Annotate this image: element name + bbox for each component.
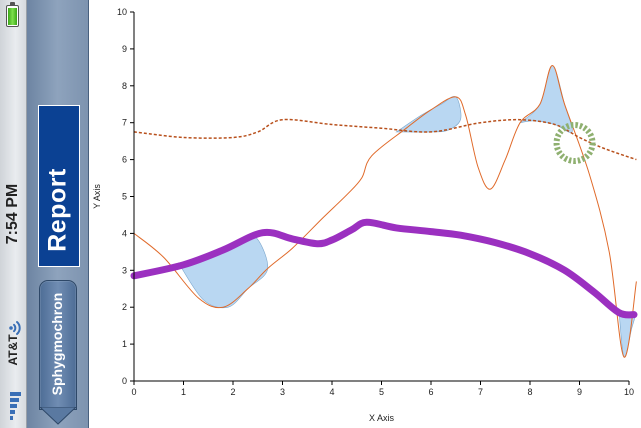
back-arrow-icon[interactable] [39, 407, 77, 425]
ticks: 0 1 2 3 4 5 6 7 8 9 10 0 1 2 3 4 5 6 7 8 9 10 [117, 7, 634, 397]
battery-icon [6, 2, 19, 27]
page-title: Report [43, 168, 72, 252]
y-tick-label: 9 [122, 44, 127, 54]
y-tick-label: 1 [122, 339, 127, 349]
y-tick-label: 7 [122, 118, 127, 128]
y-axis-label: Y Axis [92, 184, 102, 209]
x-axis-label: X Axis [369, 413, 395, 423]
thick-series-line [130, 218, 638, 319]
signal-bars-icon [10, 392, 21, 420]
y-tick-label: 2 [122, 302, 127, 312]
y-tick-label: 5 [122, 192, 127, 202]
title-banner [38, 105, 80, 267]
x-tick-label: 5 [379, 387, 384, 397]
battery-level [8, 8, 17, 25]
wifi-icon [9, 321, 21, 335]
x-tick-label: 2 [230, 387, 235, 397]
circle-marker-ring [553, 121, 596, 164]
shaded-region-2 [395, 96, 462, 133]
x-tick-label: 8 [527, 387, 532, 397]
x-tick-label: 4 [329, 387, 334, 397]
y-tick-label: 8 [122, 81, 127, 91]
shaded-region-1 [177, 234, 269, 309]
x-tick-label: 0 [131, 387, 136, 397]
x-tick-label: 10 [624, 387, 634, 397]
back-button-label[interactable]: Sphygmochron [49, 292, 65, 396]
shaded-region-3 [519, 65, 573, 133]
back-button[interactable] [39, 280, 77, 410]
y-tick-label: 0 [122, 376, 127, 386]
x-tick-label: 3 [280, 387, 285, 397]
x-tick-label: 1 [181, 387, 186, 397]
x-tick-label: 9 [577, 387, 582, 397]
carrier-name: AT&T [6, 334, 20, 366]
y-tick-label: 3 [122, 265, 127, 275]
x-tick-label: 7 [478, 387, 483, 397]
y-tick-label: 6 [122, 155, 127, 165]
y-tick-label: 4 [122, 228, 127, 238]
y-tick-label: 10 [117, 7, 127, 17]
status-time: 7:54 PM [4, 183, 21, 245]
dashed-series-line [133, 118, 637, 161]
status-bar: 7:54 PM AT&T [0, 0, 27, 428]
circle-marker [553, 121, 596, 164]
x-tick-label: 6 [428, 387, 433, 397]
line-chart: 0 1 2 3 4 5 6 7 8 9 10 0 1 2 3 4 5 6 7 8 9 10 X Axis Y Axis [92, 7, 638, 423]
